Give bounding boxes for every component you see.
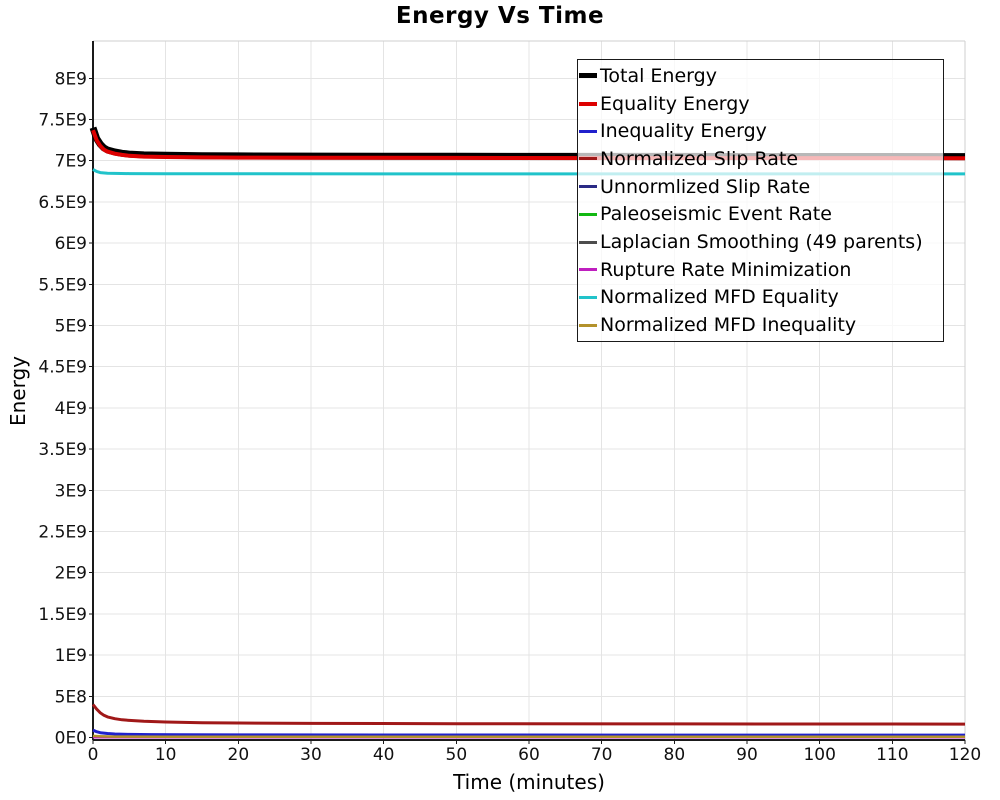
legend: Total Energy Equality Energy Inequality En… [577, 59, 944, 342]
legend-label: Total Energy [600, 64, 717, 87]
legend-item: Unnormlized Slip Rate [579, 173, 943, 201]
legend-swatch [579, 323, 597, 327]
chart-title: Energy Vs Time [395, 3, 605, 29]
series-line-normalized-slip-rate [91, 703, 966, 726]
legend-swatch [579, 295, 597, 299]
y-tick-label: 1.5E9 [38, 605, 87, 625]
x-tick-label: 40 [373, 745, 395, 765]
x-tick-label: 50 [446, 745, 468, 765]
x-tick-label: 10 [155, 745, 177, 765]
legend-item: Normalized MFD Equality [579, 284, 943, 312]
legend-label: Rupture Rate Minimization [600, 258, 852, 281]
legend-label: Normalized MFD Inequality [600, 314, 857, 337]
y-tick-label: 7E9 [55, 152, 87, 172]
legend-item: Normalized MFD Inequality [579, 311, 943, 339]
legend-label: Normalized MFD Equality [600, 286, 839, 309]
legend-swatch [579, 212, 597, 216]
y-tick-label: 2.5E9 [38, 523, 87, 543]
y-tick-label: 6E9 [55, 234, 87, 254]
legend-swatch [579, 157, 597, 161]
legend-swatch [579, 101, 597, 106]
legend-item: Rupture Rate Minimization [579, 256, 943, 284]
x-tick-label: 30 [300, 745, 322, 765]
legend-item: Total Energy [579, 62, 943, 90]
y-tick-label: 1E9 [55, 646, 87, 666]
legend-label: Laplacian Smoothing (49 parents) [600, 231, 923, 254]
legend-label: Equality Energy [600, 92, 750, 115]
legend-label: Paleoseismic Event Rate [600, 203, 832, 226]
legend-swatch [579, 73, 597, 79]
x-tick-label: 70 [591, 745, 613, 765]
legend-label: Unnormlized Slip Rate [600, 175, 811, 198]
series-line-normalized-mfd-inequality [92, 734, 966, 739]
y-tick-label: 3E9 [55, 481, 87, 501]
y-tick-label: 0E0 [55, 729, 87, 749]
x-tick-label: 20 [228, 745, 250, 765]
y-tick-label: 2E9 [55, 564, 87, 584]
legend-swatch [579, 240, 597, 244]
y-tick-label: 5E9 [55, 317, 87, 337]
legend-label: Normalized Slip Rate [600, 147, 799, 170]
y-tick-label: 4E9 [55, 399, 87, 419]
x-tick-label: 120 [949, 745, 981, 765]
x-tick-label: 110 [876, 745, 908, 765]
legend-swatch [579, 268, 597, 272]
x-axis-title: Time (minutes) [453, 770, 605, 794]
legend-item: Paleoseismic Event Rate [579, 201, 943, 229]
legend-item: Equality Energy [579, 90, 943, 118]
x-tick-label: 90 [736, 745, 758, 765]
x-tick-label: 100 [803, 745, 835, 765]
legend-item: Inequality Energy [579, 117, 943, 145]
legend-swatch [579, 185, 597, 189]
series-line-normalized-mfd-equality [92, 168, 966, 176]
x-tick-label: 80 [664, 745, 686, 765]
y-tick-label: 4.5E9 [38, 358, 87, 378]
x-tick-label: 0 [88, 745, 99, 765]
y-tick-label: 3.5E9 [38, 440, 87, 460]
y-tick-label: 7.5E9 [38, 111, 87, 131]
legend-item: Laplacian Smoothing (49 parents) [579, 228, 943, 256]
legend-swatch [579, 129, 597, 133]
legend-label: Inequality Energy [600, 120, 767, 143]
y-tick-label: 6.5E9 [38, 193, 87, 213]
legend-item: Normalized Slip Rate [579, 145, 943, 173]
x-tick-label: 60 [518, 745, 540, 765]
y-tick-label: 5.5E9 [38, 275, 87, 295]
y-tick-label: 5E8 [55, 687, 87, 707]
series-line-inequality-energy [92, 728, 965, 737]
y-tick-label: 8E9 [55, 69, 87, 89]
series-line-equality-energy [91, 129, 966, 161]
